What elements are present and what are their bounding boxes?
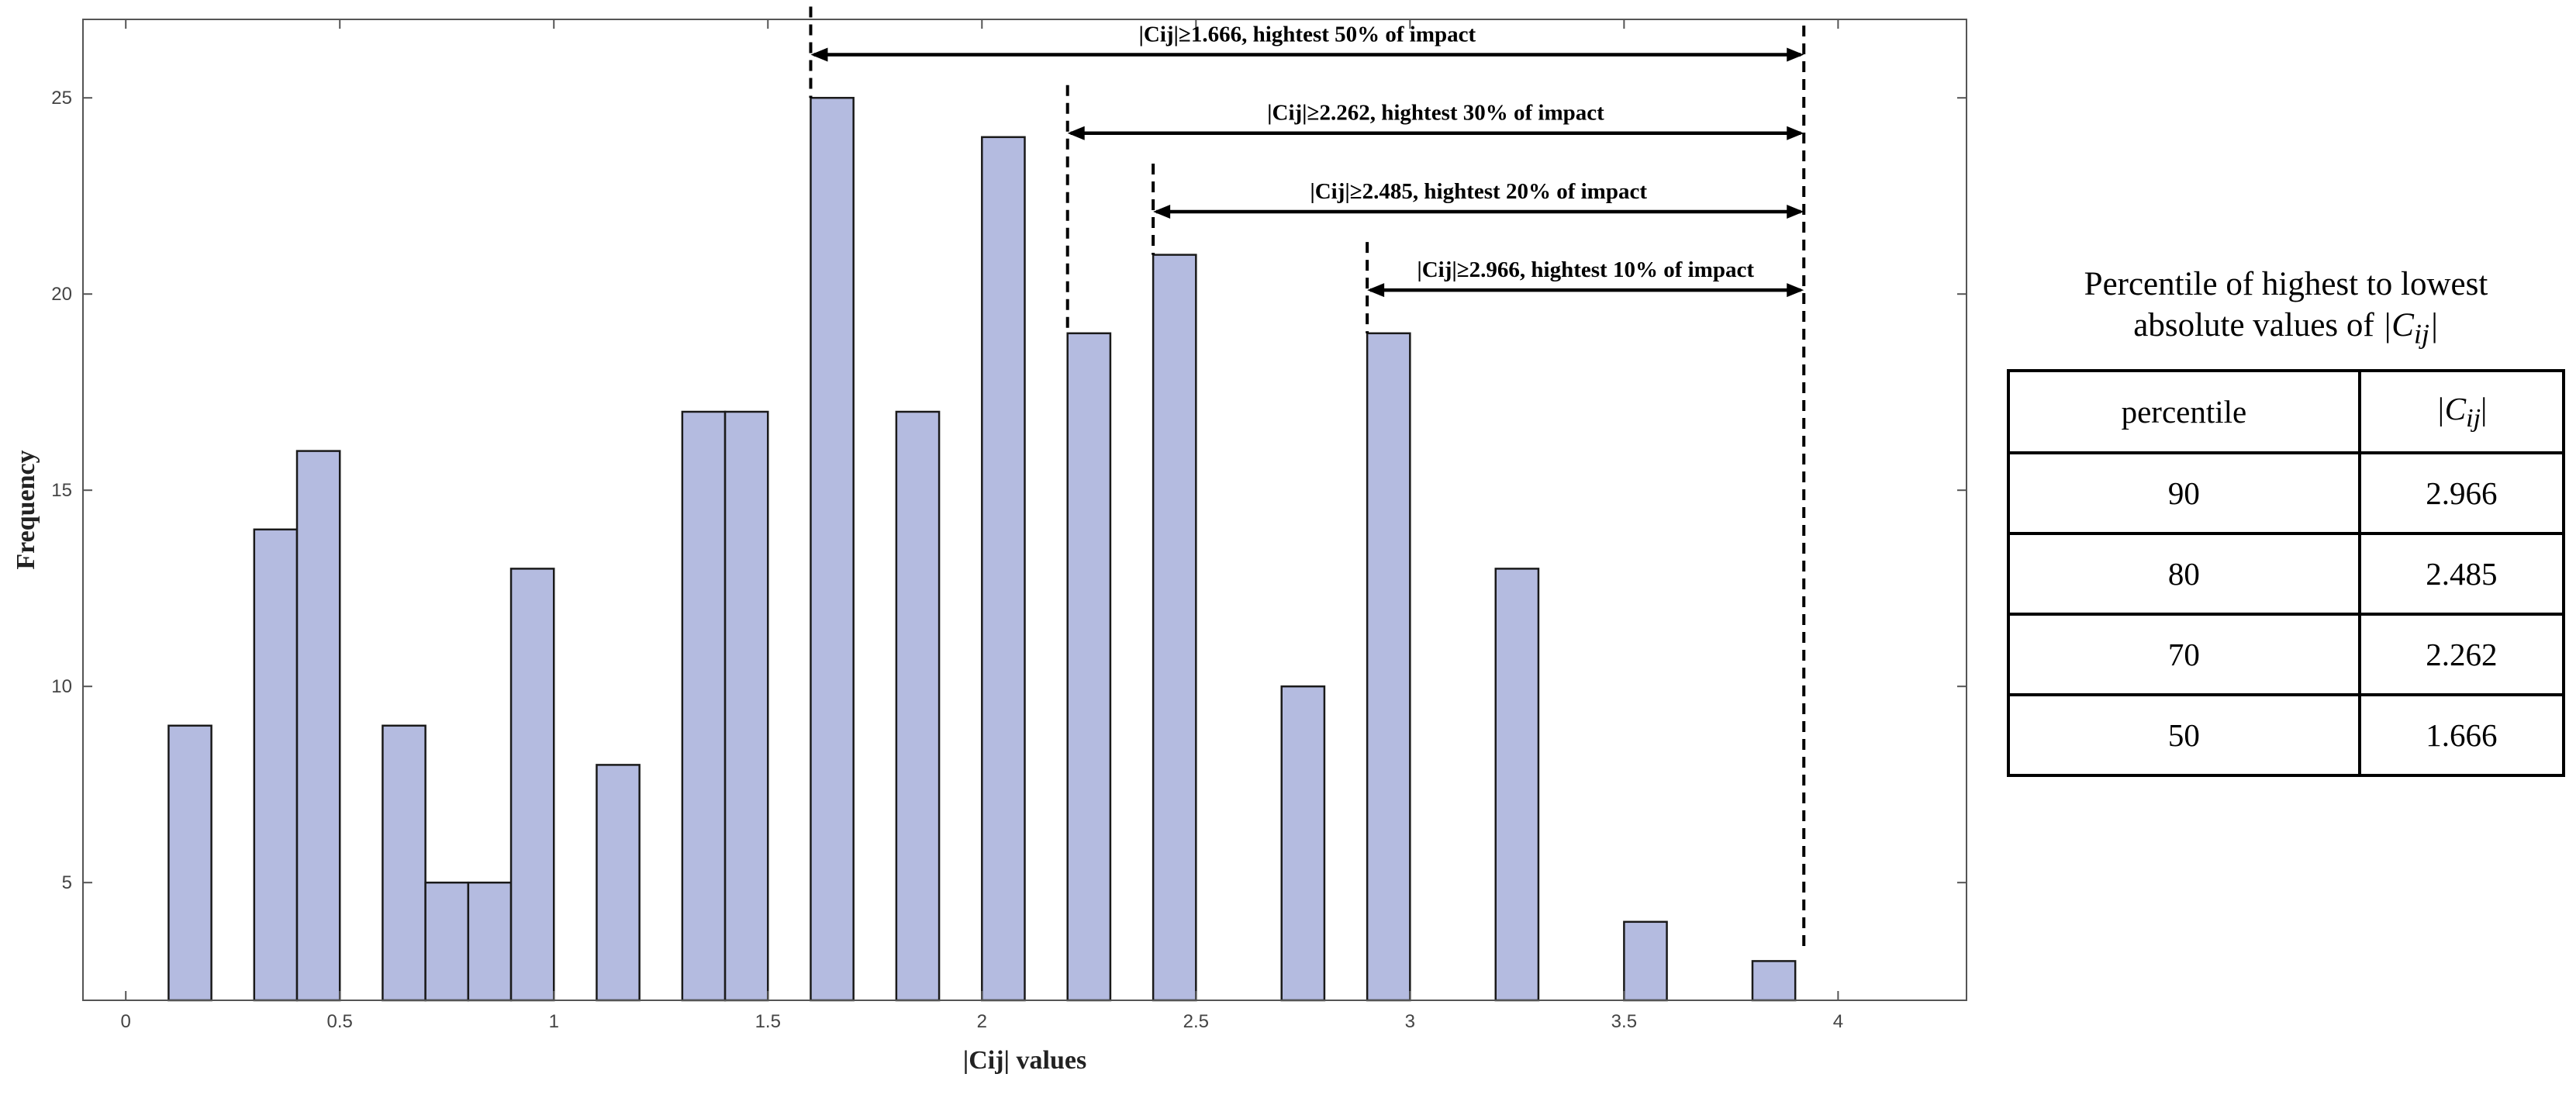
y-axis-title: Frequency <box>12 450 40 569</box>
cell-value: 2.966 <box>2357 451 2566 535</box>
arrow-head <box>1067 126 1085 140</box>
histogram-bar <box>1751 960 1797 1002</box>
cell-percentile: 80 <box>2007 531 2361 616</box>
cell-percentile: 50 <box>2007 692 2361 777</box>
cell-percentile: 70 <box>2007 612 2361 696</box>
arrow-head <box>810 47 828 62</box>
plot-frame <box>82 19 1967 1001</box>
histogram-bar <box>167 724 212 1002</box>
arrow-head <box>1787 47 1804 62</box>
histogram-bar <box>1366 332 1411 1002</box>
caption-line-2-text: absolute values of <box>2133 307 2383 344</box>
histogram-bar <box>810 96 855 1002</box>
y-tick-label: 20 <box>51 284 72 305</box>
percentile-table: percentile |Cij| 90 2.966 80 2.485 70 2.… <box>2007 368 2566 777</box>
cell-value: 1.666 <box>2357 692 2566 777</box>
arrow-head <box>1367 283 1385 298</box>
histogram-bar <box>1494 568 1540 1002</box>
x-tick-label: 2 <box>977 1011 987 1032</box>
threshold-annotation-label: |Cij|≥1.666, hightest 50% of impact <box>1139 22 1476 47</box>
x-tick-label: 3.5 <box>1611 1011 1637 1032</box>
cell-value: 2.262 <box>2357 612 2566 696</box>
histogram-bar <box>467 881 513 1002</box>
table-header-row: percentile |Cij| <box>2007 368 2566 454</box>
y-tick-label: 25 <box>51 88 72 109</box>
histogram-bar <box>382 724 426 1002</box>
x-tick-label: 2.5 <box>1183 1011 1209 1032</box>
x-axis-title: |Cij| values <box>963 1046 1086 1075</box>
histogram-bar <box>895 410 941 1002</box>
cell-percentile: 90 <box>2007 451 2361 535</box>
histogram-bar <box>1623 920 1668 1002</box>
y-tick-label: 15 <box>51 480 72 501</box>
table-row: 50 1.666 <box>2007 692 2566 777</box>
x-tick-label: 1.5 <box>755 1011 781 1032</box>
histogram-bar <box>295 450 341 1002</box>
arrow-head <box>1787 204 1804 219</box>
histogram-bar <box>1066 332 1112 1002</box>
histogram-bar <box>424 881 470 1002</box>
caption-line-1: Percentile of highest to lowest <box>2084 266 2488 302</box>
bars-layer <box>167 96 1797 1002</box>
x-tick-label: 1 <box>549 1011 559 1032</box>
annotations-layer: |Cij|≥1.666, hightest 50% of impact |Cij|… <box>809 6 1806 952</box>
caption-symbol: |Cij| <box>2382 307 2439 350</box>
table-row: 90 2.966 <box>2007 451 2566 535</box>
x-tick-label: 0.5 <box>327 1011 353 1032</box>
threshold-annotation-label: |Cij|≥2.262, hightest 30% of impact <box>1267 101 1604 126</box>
table-row: 80 2.485 <box>2007 531 2566 616</box>
arrow-head <box>1153 204 1171 219</box>
x-tick-label: 0 <box>121 1011 131 1032</box>
histogram-bar <box>723 410 769 1002</box>
arrow-head <box>1787 126 1804 140</box>
table-row: 70 2.262 <box>2007 612 2566 696</box>
header-value: |Cij| <box>2357 368 2566 454</box>
x-tick-label: 4 <box>1833 1011 1843 1032</box>
percentile-panel: Percentile of highest to lowest absolute… <box>2007 264 2566 777</box>
histogram-bar <box>1280 685 1326 1002</box>
histogram-bar <box>681 410 727 1002</box>
histogram-chart: 0 0.5 1 1.5 2 2.5 3 3.5 4 5 10 15 20 25 |Cij|≥1.666, … <box>12 6 1967 1075</box>
histogram-bar <box>1152 254 1197 1002</box>
arrow-head <box>1787 283 1804 298</box>
x-tick-label: 3 <box>1405 1011 1415 1032</box>
threshold-annotation-label: |Cij|≥2.966, hightest 10% of impact <box>1417 257 1754 282</box>
cell-value: 2.485 <box>2357 531 2566 616</box>
threshold-annotation-label: |Cij|≥2.485, hightest 20% of impact <box>1310 179 1647 204</box>
y-tick-label: 10 <box>51 676 72 697</box>
percentile-caption: Percentile of highest to lowest absolute… <box>2007 264 2565 355</box>
header-percentile: percentile <box>2007 368 2361 454</box>
histogram-bar <box>253 528 299 1002</box>
caption-line-2: absolute values of |Cij| <box>2007 305 2565 355</box>
y-tick-label: 5 <box>62 872 72 893</box>
axes-layer: 0 0.5 1 1.5 2 2.5 3 3.5 4 5 10 15 20 25 <box>51 19 1967 1032</box>
histogram-bar <box>509 568 555 1002</box>
histogram-bar <box>981 136 1026 1002</box>
histogram-bar <box>596 764 641 1002</box>
